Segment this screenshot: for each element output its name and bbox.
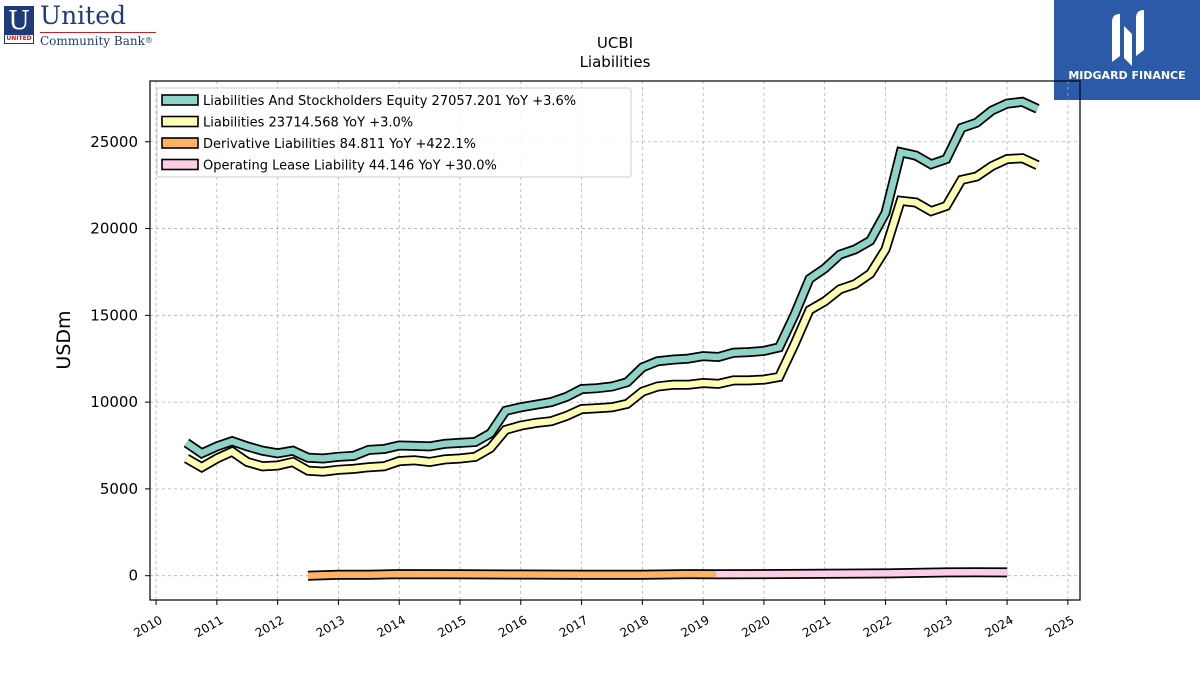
midgard-logo-icon xyxy=(1112,10,1144,66)
chart-subtitle: Liabilities xyxy=(580,53,651,71)
derivative-liabilities-series-line xyxy=(307,570,716,579)
x-tick-label: 2013 xyxy=(314,613,347,640)
legend-swatch xyxy=(161,115,199,128)
x-tick-label: 2017 xyxy=(557,613,590,640)
y-tick-label: 25000 xyxy=(90,133,138,151)
x-tick-label: 2015 xyxy=(435,613,468,640)
bank-logo-trademark: ® xyxy=(144,36,153,45)
x-tick-label: 2021 xyxy=(800,613,833,640)
x-tick-label: 2025 xyxy=(1043,613,1076,640)
bank-logo-subtitle: Community Bank® xyxy=(40,34,153,48)
equity-series-line xyxy=(184,98,1039,462)
y-tick-label: 15000 xyxy=(90,306,138,324)
midgard-logo-text: MIDGARD FINANCE xyxy=(1068,69,1186,82)
chart-legend: Liabilities And Stockholders Equity 2705… xyxy=(156,87,632,178)
series-lines xyxy=(183,96,1040,581)
midgard-finance-logo: MIDGARD FINANCE xyxy=(1054,0,1200,100)
united-community-bank-logo: U UNITED United Community Bank® xyxy=(4,1,164,48)
legend-box xyxy=(156,87,632,178)
liabilities-series-line-outline xyxy=(184,153,1040,477)
legend-label: Liabilities And Stockholders Equity 2705… xyxy=(203,94,576,109)
y-tick-label: 10000 xyxy=(90,393,138,411)
plot-frame xyxy=(149,80,1081,601)
x-tick-label: 2024 xyxy=(982,613,1015,640)
legend-swatch xyxy=(161,94,199,106)
bank-logo-tag: UNITED xyxy=(5,35,33,43)
bank-logo-subtitle-text: Community Bank xyxy=(40,34,145,48)
bank-logo-rule xyxy=(40,32,156,33)
bank-logo-letter: U xyxy=(8,6,30,36)
legend-label: Derivative Liabilities 84.811 YoY +422.1… xyxy=(203,137,476,152)
chart-title: UCBI xyxy=(597,34,633,52)
x-tick-label: 2018 xyxy=(618,613,651,640)
operating-lease-series-line xyxy=(715,568,1008,578)
y-tick-label: 20000 xyxy=(90,220,138,238)
x-tick-label: 2012 xyxy=(253,613,286,640)
y-tick-label: 5000 xyxy=(100,480,138,498)
y-axis-label: USDm xyxy=(53,310,75,369)
x-tick-label: 2014 xyxy=(374,613,407,640)
legend-swatch xyxy=(161,137,199,149)
x-tick-label: 2010 xyxy=(131,613,164,640)
liabilities-series-line xyxy=(184,154,1039,475)
bank-logo-name: United xyxy=(40,1,127,30)
x-tick-label: 2020 xyxy=(739,613,772,640)
x-tick-label: 2011 xyxy=(192,613,225,640)
legend-label: Operating Lease Liability 44.146 YoY +30… xyxy=(203,159,497,174)
x-tick-label: 2016 xyxy=(496,613,529,640)
bank-logo-mark: U UNITED xyxy=(4,6,34,44)
legend-swatch xyxy=(161,158,199,171)
y-tick-label: 0 xyxy=(128,567,138,585)
x-tick-label: 2019 xyxy=(678,613,711,640)
legend-label: Liabilities 23714.568 YoY +3.0% xyxy=(203,116,413,131)
x-tick-label: 2022 xyxy=(861,613,894,640)
x-tick-label: 2023 xyxy=(922,613,955,640)
